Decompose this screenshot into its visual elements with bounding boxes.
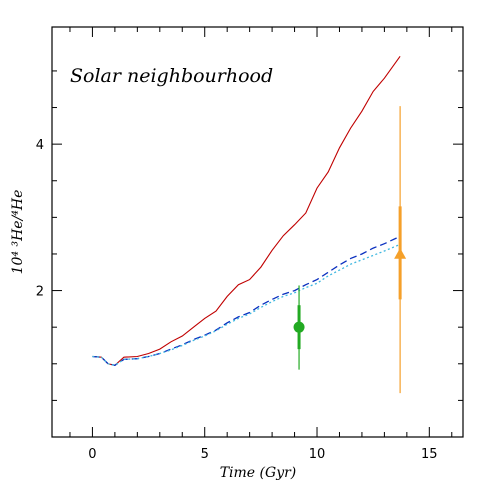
x-tick-label: 15 [421, 447, 438, 462]
observation-2-marker [394, 247, 407, 259]
y-axis-label: 10⁴ ³He/⁴He [10, 190, 26, 275]
observation-1-marker [293, 321, 305, 333]
y-tick-label: 2 [36, 285, 44, 300]
chart-annotation: Solar neighbourhood [70, 65, 273, 87]
plot-lines [92, 55, 401, 366]
x-tick-label: 5 [201, 447, 209, 462]
observations [293, 106, 407, 394]
plot-frame [51, 26, 464, 438]
series-line-1 [92, 55, 401, 366]
x-tick-label: 0 [88, 447, 96, 462]
x-tick-label: 10 [309, 447, 326, 462]
x-axis-label: Time (Gyr) [220, 465, 297, 481]
y-tick-label: 4 [36, 138, 44, 153]
series-line-3 [92, 243, 401, 366]
tick-labels: 0 5 10 15 2 4 [36, 138, 438, 462]
series-line-2 [92, 235, 401, 366]
axis-ticks [52, 27, 463, 437]
